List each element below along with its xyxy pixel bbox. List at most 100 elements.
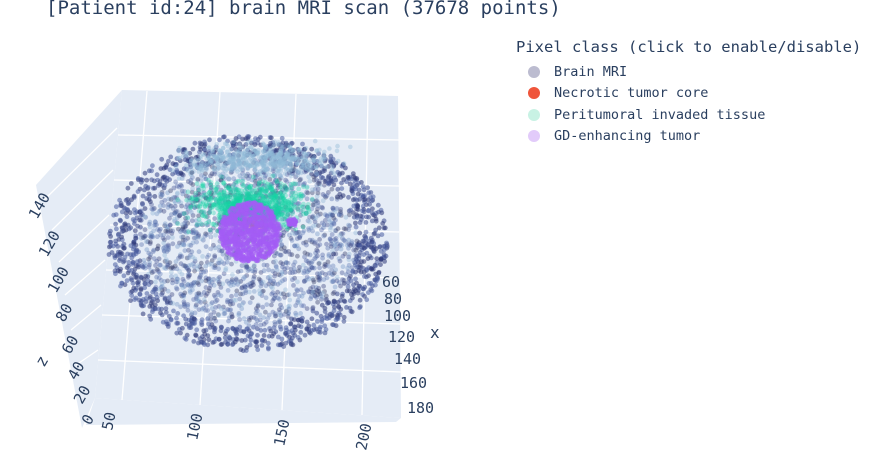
scatter-point: [203, 176, 209, 182]
scatter-point: [193, 333, 199, 338]
scatter-point: [268, 167, 274, 173]
scatter-point: [154, 246, 160, 252]
scatter-point: [281, 230, 287, 236]
scatter-point: [148, 239, 153, 245]
scatter-point: [368, 195, 374, 200]
scatter-point: [230, 163, 236, 168]
scatter-point: [238, 231, 244, 237]
scatter-point: [174, 191, 180, 197]
legend-item-peritumoral-invaded-tissue[interactable]: Peritumoral invaded tissue: [516, 104, 861, 126]
scatter-point: [165, 278, 171, 284]
scatter-point: [269, 333, 275, 339]
scatter-point: [302, 332, 308, 338]
scatter-point: [270, 161, 276, 167]
scatter-point: [315, 253, 320, 259]
scatter-point: [191, 264, 197, 270]
scatter-point: [258, 283, 264, 289]
scatter-point: [186, 268, 192, 273]
scatter-point: [160, 235, 166, 241]
scatter-point: [218, 192, 224, 198]
scatter-point: [203, 285, 209, 290]
scatter-point: [364, 297, 370, 303]
scatter-point: [315, 299, 320, 305]
scatter-point: [282, 209, 288, 215]
scatter-point: [340, 193, 346, 199]
scatter-point: [237, 317, 243, 322]
legend-item-brain-mri[interactable]: Brain MRI: [516, 61, 861, 83]
scatter-point: [215, 278, 221, 284]
scatter-point: [257, 277, 263, 283]
scatter-point: [378, 257, 384, 263]
scatter-point: [158, 208, 164, 213]
scatter-point: [107, 239, 113, 245]
scatter-point: [284, 186, 289, 192]
scatter-point: [288, 168, 294, 174]
scatter-point: [201, 152, 207, 158]
scatter-point: [319, 296, 324, 302]
scatter-point: [163, 265, 169, 271]
scatter-point: [360, 208, 365, 214]
scatter-point: [350, 171, 356, 177]
scatter-point: [240, 176, 246, 182]
scatter-point: [193, 218, 199, 224]
scatter-point: [361, 245, 367, 251]
scatter-point: [314, 209, 320, 215]
scatter-point: [287, 218, 292, 223]
scatter-point: [134, 285, 139, 291]
scatter-point: [121, 273, 127, 279]
scatter-point: [255, 326, 260, 332]
scatter-point: [326, 300, 331, 306]
scatter-point: [278, 246, 284, 252]
scatter-point: [304, 319, 310, 325]
scatter-point: [293, 181, 299, 187]
scatter-point: [331, 270, 337, 276]
scatter-point: [301, 240, 306, 246]
scatter-point: [267, 247, 273, 253]
scatter-point: [199, 173, 204, 178]
scatter-point: [323, 262, 329, 268]
scatter-point: [161, 248, 167, 254]
scatter-point: [319, 204, 325, 210]
scatter-point: [196, 282, 202, 287]
scatter-point: [267, 151, 273, 156]
scatter-point: [159, 189, 165, 195]
scatter-point: [228, 187, 234, 192]
scatter-point: [290, 270, 295, 276]
scatter-point: [154, 222, 159, 228]
scatter-point: [290, 211, 295, 216]
scatter-point: [263, 173, 268, 179]
scatter-point: [150, 234, 156, 240]
scatter-point: [113, 212, 119, 218]
scatter-point: [107, 231, 112, 237]
scatter-point: [215, 312, 221, 317]
scatter-point: [313, 254, 319, 260]
scatter-point: [138, 274, 144, 280]
scatter-point: [321, 283, 326, 289]
scatter-point: [145, 185, 151, 190]
scatter-point: [212, 253, 218, 259]
scatter-point: [243, 265, 249, 270]
scatter-point: [304, 274, 310, 280]
scatter-point: [279, 216, 285, 222]
legend-swatch: [528, 87, 540, 100]
scatter-point: [357, 220, 363, 225]
legend-item-necrotic-tumor-core[interactable]: Necrotic tumor core: [516, 83, 861, 105]
scatter-point: [316, 285, 322, 291]
scatter-point: [294, 230, 299, 236]
scatter-point: [203, 263, 209, 269]
scatter-point: [174, 286, 180, 292]
scatter-point: [175, 276, 180, 282]
scatter-point: [322, 323, 328, 329]
scatter-point: [324, 222, 330, 228]
scatter-point: [330, 291, 336, 296]
scatter-point: [218, 306, 224, 311]
scatter-point: [170, 168, 175, 173]
legend-item-gd-enhancing-tumor[interactable]: GD-enhancing tumor: [516, 126, 861, 148]
scatter-point: [185, 189, 191, 195]
scatter-point: [329, 222, 334, 228]
scatter-point: [277, 317, 282, 323]
scatter-point: [230, 301, 236, 307]
scatter-point: [266, 196, 271, 201]
scatter-point: [229, 277, 235, 282]
